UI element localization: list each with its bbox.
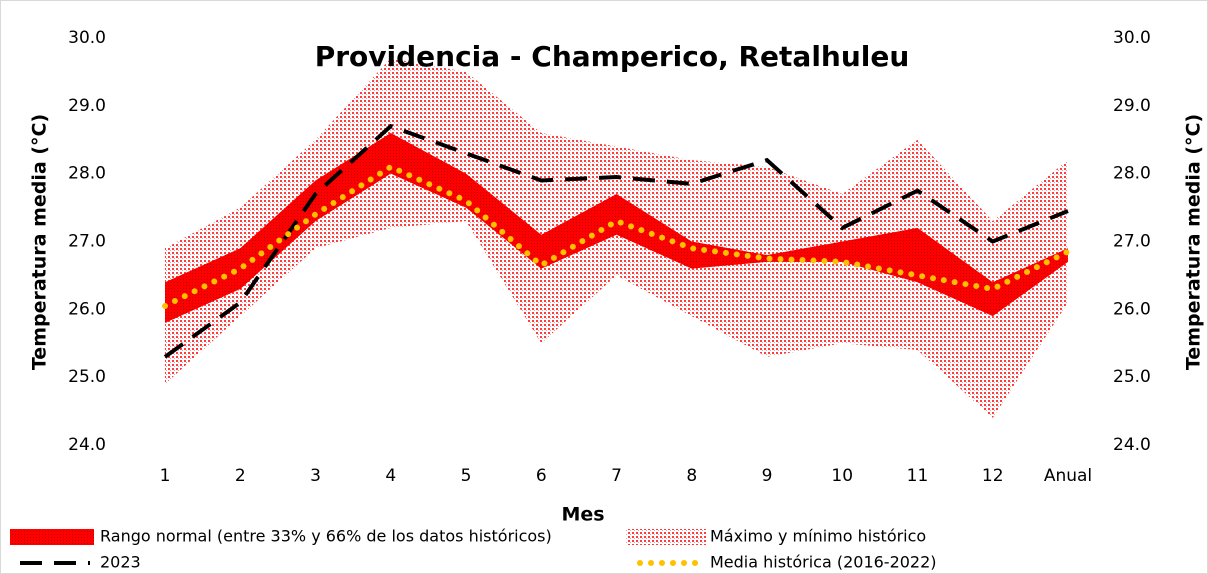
- plot-area: [162, 58, 1071, 418]
- y-tick-label: 27.0: [68, 232, 106, 252]
- y-tick-label: 28.0: [68, 164, 106, 184]
- y2-tick-label: 26.0: [1113, 299, 1151, 319]
- line-series: [163, 123, 1069, 359]
- line-series: [162, 163, 1071, 309]
- y2-tick-label: 24.0: [1113, 435, 1151, 455]
- x-tick-label: 7: [611, 466, 622, 486]
- x-tick-label: 9: [762, 466, 773, 486]
- legend-label: Rango normal (entre 33% y 66% de los dat…: [100, 527, 552, 546]
- x-tick-label: 1: [160, 466, 171, 486]
- chart-title: Providencia - Champerico, Retalhuleu: [315, 40, 910, 73]
- legend-label: Media histórica (2016-2022): [710, 553, 937, 572]
- x-tick-label: 2: [235, 466, 246, 486]
- y-tick-label: 29.0: [68, 96, 106, 116]
- y-tick-label: 30.0: [68, 28, 106, 48]
- y2-tick-label: 28.0: [1113, 164, 1151, 184]
- x-tick-label: 11: [907, 466, 929, 486]
- range-band: [165, 132, 1068, 323]
- legend-swatch: [626, 529, 706, 545]
- y-tick-label: 26.0: [68, 299, 106, 319]
- legend-swatch: [10, 529, 94, 545]
- x-tick-label: 3: [310, 466, 321, 486]
- x-tick-label: Anual: [1044, 466, 1092, 486]
- x-tick-label: 4: [385, 466, 396, 486]
- y2-tick-label: 29.0: [1113, 96, 1151, 116]
- x-tick-label: 12: [982, 466, 1004, 486]
- x-tick-label: 10: [831, 466, 853, 486]
- legend-label: Máximo y mínimo histórico: [710, 527, 926, 546]
- y2-tick-label: 30.0: [1113, 28, 1151, 48]
- y2-axis-title: Temperatura media (°C): [1183, 114, 1205, 370]
- y2-tick-label: 27.0: [1113, 232, 1151, 252]
- x-tick-label: 8: [686, 466, 697, 486]
- x-tick-label: 6: [536, 466, 547, 486]
- y-axis-title: Temperatura media (°C): [29, 114, 51, 370]
- y-tick-label: 25.0: [68, 367, 106, 387]
- legend-label: 2023: [100, 553, 141, 572]
- range-band: [165, 58, 1068, 418]
- y2-tick-label: 25.0: [1113, 367, 1151, 387]
- y-tick-label: 24.0: [68, 435, 106, 455]
- x-axis-title: Mes: [561, 504, 604, 526]
- x-tick-label: 5: [461, 466, 472, 486]
